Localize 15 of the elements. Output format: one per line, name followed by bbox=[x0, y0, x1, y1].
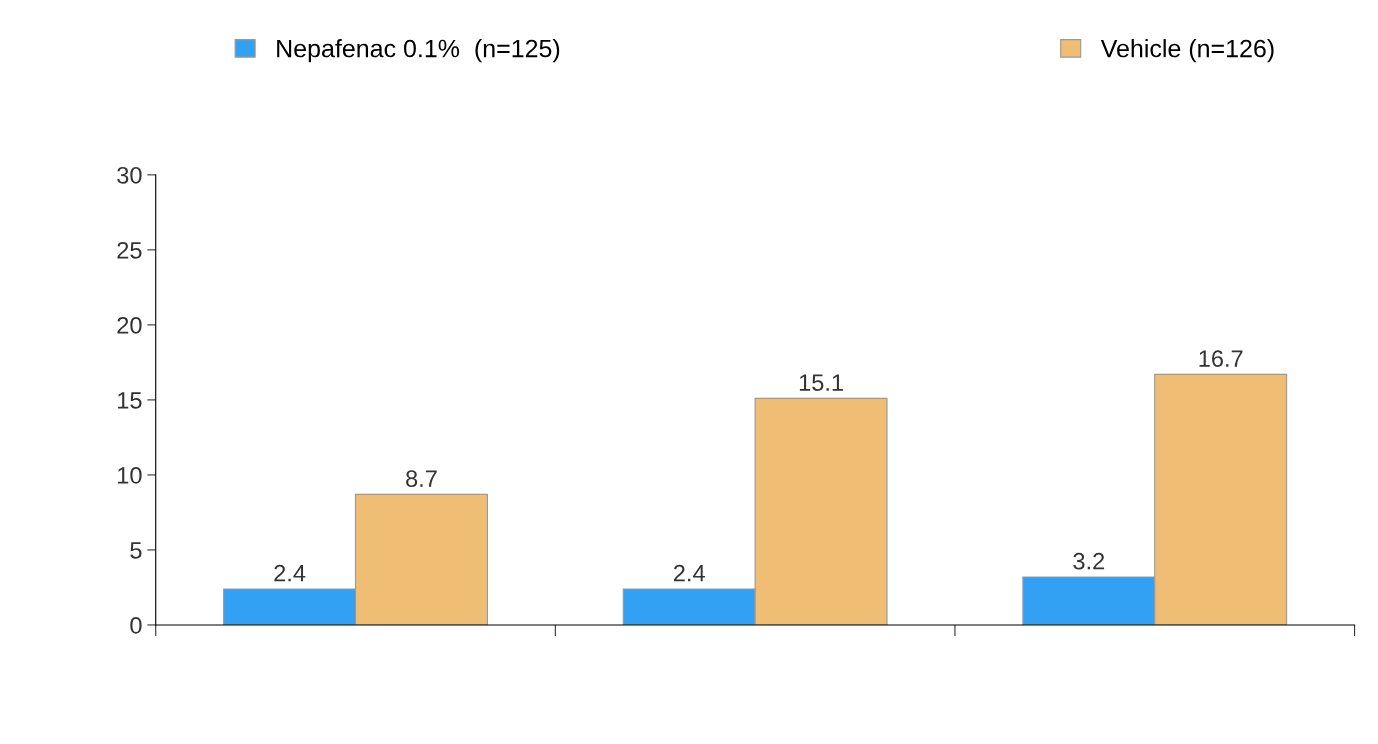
data-label: 15.1 bbox=[799, 374, 843, 391]
y-tick-label: 15 bbox=[118, 392, 142, 409]
y-tick-label: 25 bbox=[117, 241, 142, 259]
y-tick-label: 30 bbox=[117, 166, 142, 184]
data-label: 3.2 bbox=[1073, 552, 1105, 570]
y-tick-label: 5 bbox=[130, 542, 142, 559]
data-label: 16.7 bbox=[1199, 350, 1243, 367]
data-label: 2.4 bbox=[274, 564, 306, 582]
data-label: 8.7 bbox=[406, 470, 437, 487]
y-tick-label: 0 bbox=[130, 617, 142, 634]
legend-label: Nepafenac 0.1% (n=125) bbox=[277, 39, 560, 63]
y-tick-label: 20 bbox=[117, 316, 142, 334]
legend-label: Vehicle (n=126) bbox=[1100, 39, 1274, 63]
data-label: 2.4 bbox=[673, 564, 705, 582]
y-tick-label: 10 bbox=[118, 466, 142, 484]
